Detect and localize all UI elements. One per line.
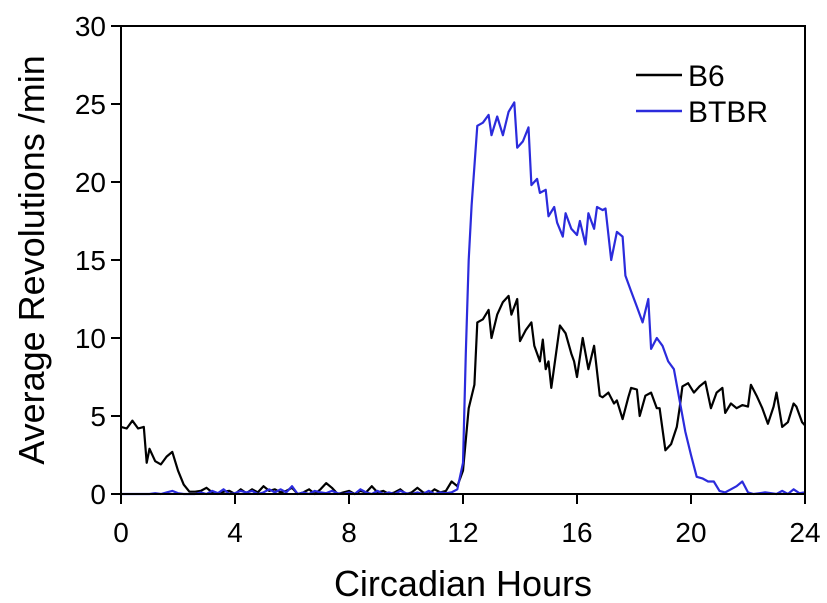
y-axis-ticks: 0 5 10 15 20 25 30 [75, 11, 121, 510]
x-axis-title: Circadian Hours [334, 563, 592, 603]
x-axis-ticks: 0 4 8 12 16 20 24 [113, 494, 821, 548]
x-tick-label: 16 [561, 517, 592, 548]
y-tick-label: 15 [75, 245, 106, 276]
legend-label-btbr: BTBR [688, 96, 768, 129]
y-tick-label: 5 [90, 401, 106, 432]
plot-lines [120, 101, 806, 496]
series-line-btbr [121, 101, 806, 496]
x-tick-label: 0 [113, 517, 129, 548]
legend-label-b6: B6 [688, 60, 725, 93]
y-tick-label: 25 [75, 89, 106, 120]
x-tick-label: 24 [789, 517, 820, 548]
y-tick-label: 30 [75, 11, 106, 42]
y-tick-label: 10 [75, 323, 106, 354]
y-tick-label: 0 [90, 479, 106, 510]
x-tick-label: 20 [675, 517, 706, 548]
x-tick-label: 12 [447, 517, 478, 548]
y-axis-title: Average Revolutions /min [11, 55, 52, 465]
series-line-b6 [120, 294, 806, 496]
x-tick-label: 4 [227, 517, 243, 548]
y-tick-label: 20 [75, 167, 106, 198]
x-tick-label: 8 [341, 517, 357, 548]
